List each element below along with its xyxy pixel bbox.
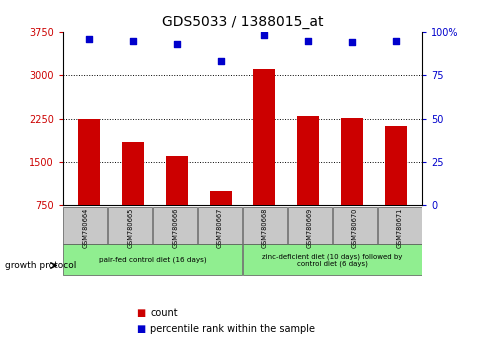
Bar (297, 116, 318, 205)
Bar (108, 207, 152, 244)
Bar (197, 207, 242, 244)
Bar (122, 142, 144, 205)
Point (348, 39, 355, 45)
Bar (166, 156, 187, 205)
Bar (153, 207, 197, 244)
Text: GSM780667: GSM780667 (217, 207, 223, 248)
Point (173, 41, 181, 47)
Text: GSM780670: GSM780670 (351, 207, 357, 248)
Bar (287, 207, 331, 244)
Text: percentile rank within the sample: percentile rank within the sample (150, 324, 315, 334)
Bar (63, 207, 107, 244)
Text: GSM780671: GSM780671 (396, 207, 402, 248)
Text: GSM780669: GSM780669 (306, 207, 312, 248)
Text: GSM780665: GSM780665 (127, 207, 133, 248)
Text: ■: ■ (136, 308, 145, 318)
Text: GSM780668: GSM780668 (261, 207, 267, 248)
Bar (63, 244, 242, 275)
Point (260, 33, 268, 38)
Bar (242, 207, 287, 244)
Text: zinc-deficient diet (10 days) followed by
control diet (6 days): zinc-deficient diet (10 days) followed b… (261, 253, 402, 267)
Bar (242, 244, 421, 275)
Text: count: count (150, 308, 178, 318)
Text: ■: ■ (136, 324, 145, 334)
Point (129, 38, 136, 44)
Bar (332, 207, 376, 244)
Text: growth protocol: growth protocol (5, 261, 76, 270)
Bar (209, 191, 231, 205)
Text: GSM780664: GSM780664 (82, 207, 88, 248)
Point (303, 38, 311, 44)
Point (216, 58, 224, 64)
Title: GDS5033 / 1388015_at: GDS5033 / 1388015_at (162, 16, 322, 29)
Bar (340, 118, 362, 205)
Text: GSM780666: GSM780666 (172, 207, 178, 248)
Point (85, 36, 93, 42)
Bar (384, 126, 406, 205)
Text: pair-fed control diet (16 days): pair-fed control diet (16 days) (99, 257, 206, 263)
Bar (253, 69, 275, 205)
Bar (78, 119, 100, 205)
Bar (377, 207, 421, 244)
Point (391, 38, 399, 44)
